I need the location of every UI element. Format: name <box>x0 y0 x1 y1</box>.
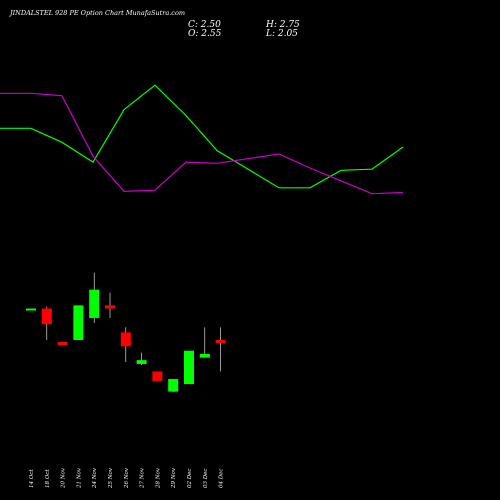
candle-body <box>120 332 131 347</box>
x-axis-labels: 14 Oct 18 Oct 20 Nov 21 Nov 24 Nov 25 Nov 26 N… <box>29 467 225 489</box>
candle-body <box>73 305 84 340</box>
open-value: O: 2.55 <box>188 29 222 39</box>
candles <box>26 272 226 393</box>
x-tick-label: 03 Dec <box>203 469 209 489</box>
x-tick-label: 14 Oct <box>29 469 35 488</box>
candle-body <box>41 308 52 325</box>
x-tick-label: 29 Nov <box>171 467 177 489</box>
x-tick-label: 24 Nov <box>92 467 98 489</box>
candle-body <box>26 308 36 311</box>
x-tick-label: 02 Dec <box>187 469 193 489</box>
x-tick-label: 27 Nov <box>140 467 146 489</box>
candle-body <box>105 305 115 309</box>
candle-body <box>89 289 100 318</box>
candle-body <box>168 379 179 392</box>
x-tick-label: 25 Nov <box>108 467 114 489</box>
x-tick-label: 21 Nov <box>76 467 82 489</box>
close-value: C: 2.50 <box>188 20 221 30</box>
x-tick-label: 26 Nov <box>124 467 130 489</box>
upper-indicator-line <box>0 84 404 189</box>
candle-body <box>215 340 226 344</box>
lower-indicator-line <box>0 92 404 195</box>
high-value: H: 2.75 <box>266 20 300 30</box>
x-tick-label: 04 Dec <box>219 469 225 489</box>
x-tick-label: 18 Oct <box>45 469 51 488</box>
candle-body <box>152 371 163 381</box>
x-tick-label: 20 Nov <box>61 467 67 489</box>
x-tick-label: 28 Nov <box>155 467 161 489</box>
indicator-lines <box>0 84 404 195</box>
low-value: L: 2.05 <box>266 29 298 39</box>
chart-title: JINDALSTEL 928 PE Option Chart MunafaSut… <box>10 9 186 17</box>
candle-body <box>199 353 210 358</box>
candle-body <box>184 350 194 385</box>
candle-body <box>57 341 68 346</box>
candle-body <box>136 360 147 364</box>
